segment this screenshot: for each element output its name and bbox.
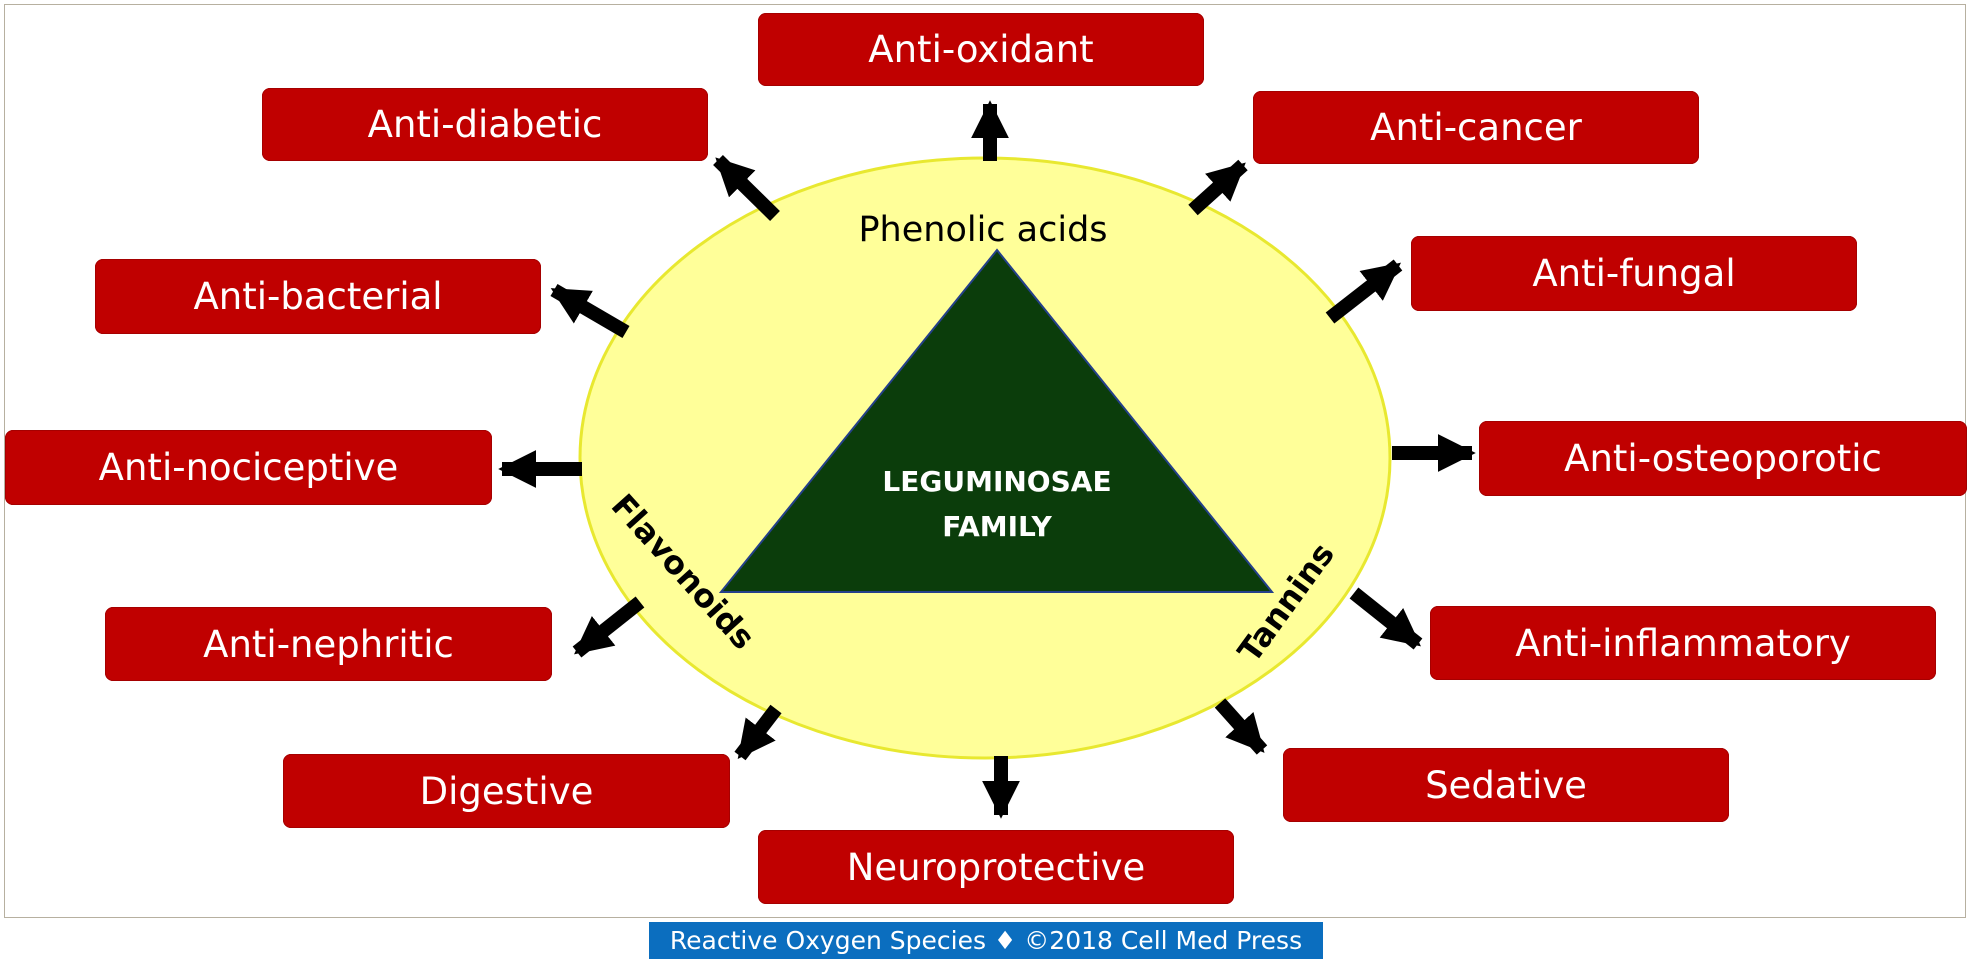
effect-box-digestive: Digestive [283, 754, 730, 828]
footer-credit: Reactive Oxygen Species ♦ ©2018 Cell Med… [649, 922, 1323, 959]
arrows [498, 100, 1476, 819]
arrow-sedative [1214, 698, 1268, 755]
compound-label-phenolic-acids: Phenolic acids [858, 210, 1107, 250]
center-label-line1: LEGUMINOSAE [882, 465, 1111, 498]
arrow-anti-fungal [1325, 259, 1403, 324]
effect-box-anti-nociceptive: Anti-nociceptive [5, 430, 492, 505]
arrow-anti-diabetic [713, 155, 780, 221]
leguminosae-triangle [718, 248, 1275, 593]
effect-box-neuroprotective: Neuroprotective [758, 830, 1234, 904]
arrow-anti-cancer [1188, 159, 1248, 216]
effect-box-sedative: Sedative [1283, 748, 1729, 822]
effect-box-anti-cancer: Anti-cancer [1253, 91, 1699, 164]
effect-box-anti-inflammatory: Anti-inflammatory [1430, 606, 1936, 680]
effect-box-anti-oxidant: Anti-oxidant [758, 13, 1204, 86]
leguminosae-diagram: LEGUMINOSAE FAMILY Phenolic acids Flavon… [498, 100, 1476, 819]
effect-box-anti-osteoporotic: Anti-osteoporotic [1479, 421, 1967, 496]
arrow-anti-inflammatory [1349, 587, 1423, 650]
arrow-anti-nephritic [572, 596, 645, 658]
effect-box-anti-diabetic: Anti-diabetic [262, 88, 708, 161]
arrow-anti-bacterial [550, 283, 630, 339]
effect-box-anti-nephritic: Anti-nephritic [105, 607, 552, 681]
arrow-digestive [734, 704, 782, 761]
effect-box-anti-fungal: Anti-fungal [1411, 236, 1857, 311]
center-label-line2: FAMILY [942, 510, 1052, 543]
effect-box-anti-bacterial: Anti-bacterial [95, 259, 541, 334]
